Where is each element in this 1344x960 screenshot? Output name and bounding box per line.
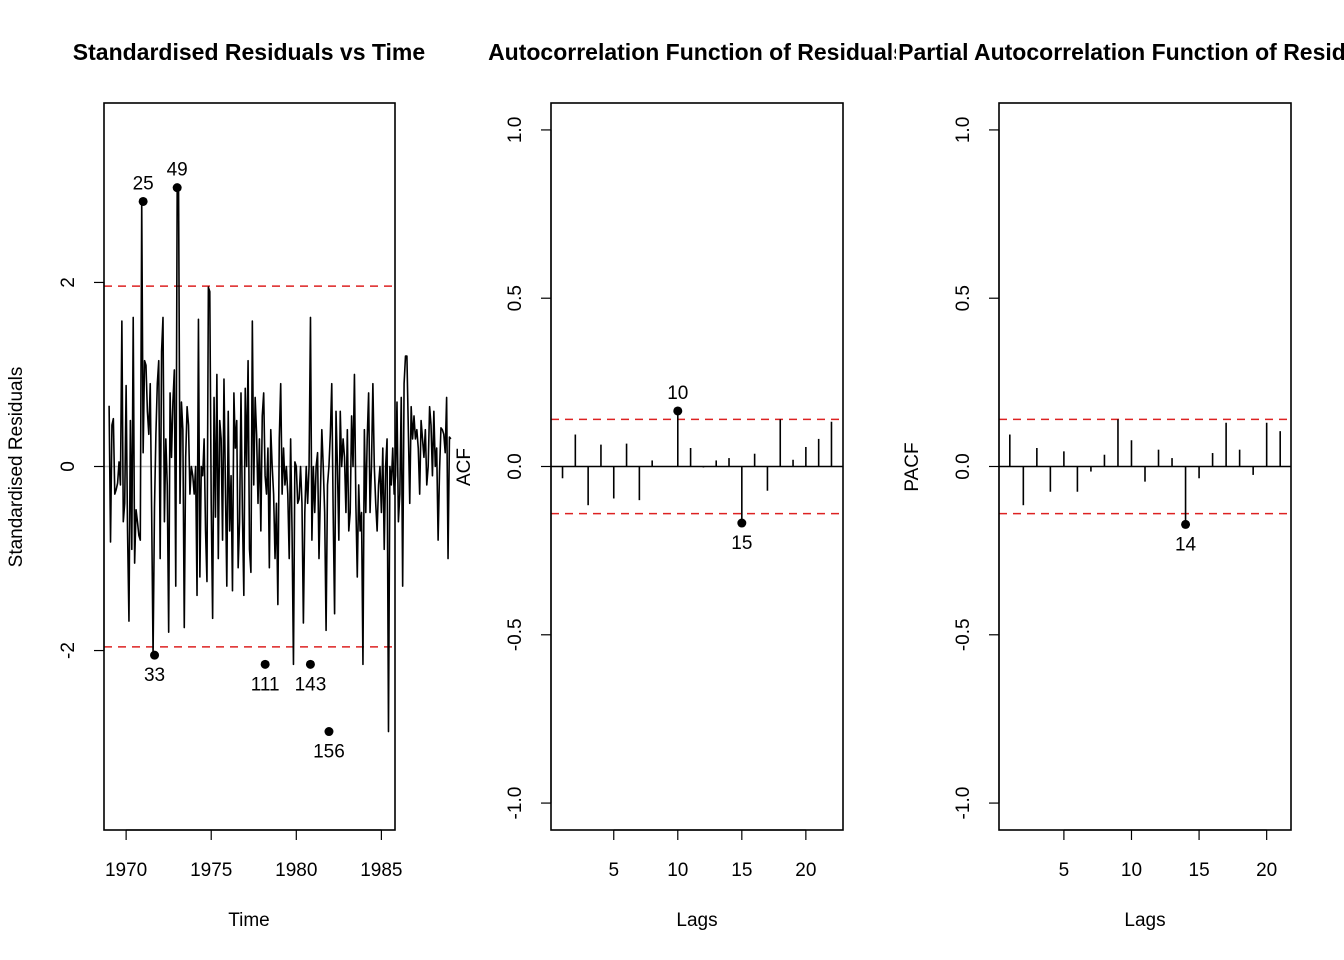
pacf-y-axis-label: PACF — [902, 442, 923, 491]
pacf-x-tick-label: 5 — [1059, 860, 1070, 881]
residuals-outlier-label: 111 — [251, 674, 280, 695]
pacf-y-tick-label: 0.5 — [953, 285, 974, 311]
residuals-outlier-point — [260, 659, 270, 669]
residuals-outlier-point — [172, 183, 182, 193]
pacf-plot-frame — [998, 102, 1292, 831]
pacf-y-tick-label: -1.0 — [953, 787, 974, 820]
acf-x-tick-label: 20 — [795, 860, 816, 881]
acf-y-axis-label: ACF — [454, 448, 475, 486]
pacf-outlier-label: 14 — [1175, 534, 1197, 555]
pacf-y-tick-label: -0.5 — [953, 618, 974, 651]
acf-outlier-point — [737, 518, 747, 528]
acf-y-tick-label: 0.0 — [505, 453, 526, 479]
residuals-outlier-label: 156 — [313, 742, 345, 763]
pacf-y-tick-label: 0.0 — [953, 453, 974, 479]
residuals-outlier-point — [150, 650, 160, 660]
residuals-y-tick-label: -2 — [58, 642, 79, 659]
residuals-outlier-label: 49 — [167, 160, 188, 181]
residuals-outlier-point — [305, 659, 315, 669]
pacf-x-tick-label: 10 — [1121, 860, 1142, 881]
residuals-y-tick-label: 0 — [58, 461, 79, 472]
pacf-x-axis-label: Lags — [1124, 910, 1165, 931]
residuals-outlier-label: 33 — [144, 665, 165, 686]
acf-outlier-point — [673, 406, 683, 416]
acf-x-tick-label: 15 — [731, 860, 752, 881]
residuals-y-tick-label: 2 — [58, 277, 79, 288]
acf-title: Autocorrelation Function of Residuals — [488, 39, 906, 65]
acf-y-tick-label: -0.5 — [505, 618, 526, 651]
residuals-plot-frame — [103, 102, 396, 831]
acf-y-tick-label: 1.0 — [505, 117, 526, 143]
residuals-outlier-label: 25 — [133, 173, 154, 194]
residuals-x-tick-label: 1970 — [105, 860, 147, 881]
residuals-y-axis-label: Standardised Residuals — [6, 367, 27, 568]
chart-marks: 1970 1975 1980 1985 -2 0 2 25 49 33 111 143 156 5 10 15… — [58, 102, 1292, 881]
residuals-x-tick-label: 1980 — [275, 860, 317, 881]
acf-y-tick-label: -1.0 — [505, 787, 526, 820]
pacf-y-tick-label: 1.0 — [953, 117, 974, 143]
residuals-x-axis-label: Time — [228, 910, 270, 931]
residuals-outlier-label: 143 — [295, 674, 327, 695]
acf-outlier-label: 15 — [731, 533, 752, 554]
residuals-x-tick-label: 1975 — [190, 860, 232, 881]
acf-x-tick-label: 5 — [608, 860, 619, 881]
acf-x-tick-label: 10 — [667, 860, 688, 881]
pacf-x-tick-label: 15 — [1189, 860, 1210, 881]
residuals-outlier-point — [324, 727, 334, 737]
acf-plot-frame — [550, 102, 844, 831]
residuals-outlier-point — [138, 196, 148, 206]
residuals-title: Standardised Residuals vs Time — [73, 39, 425, 65]
pacf-title: Partial Autocorrelation Function of Resi… — [898, 39, 1344, 65]
residuals-x-tick-label: 1985 — [360, 860, 402, 881]
pacf-x-tick-label: 20 — [1256, 860, 1277, 881]
pacf-outlier-point — [1181, 519, 1191, 529]
acf-x-axis-label: Lags — [676, 910, 717, 931]
acf-y-tick-label: 0.5 — [505, 285, 526, 311]
acf-outlier-label: 10 — [667, 383, 688, 404]
residuals-series-line — [108, 187, 452, 733]
